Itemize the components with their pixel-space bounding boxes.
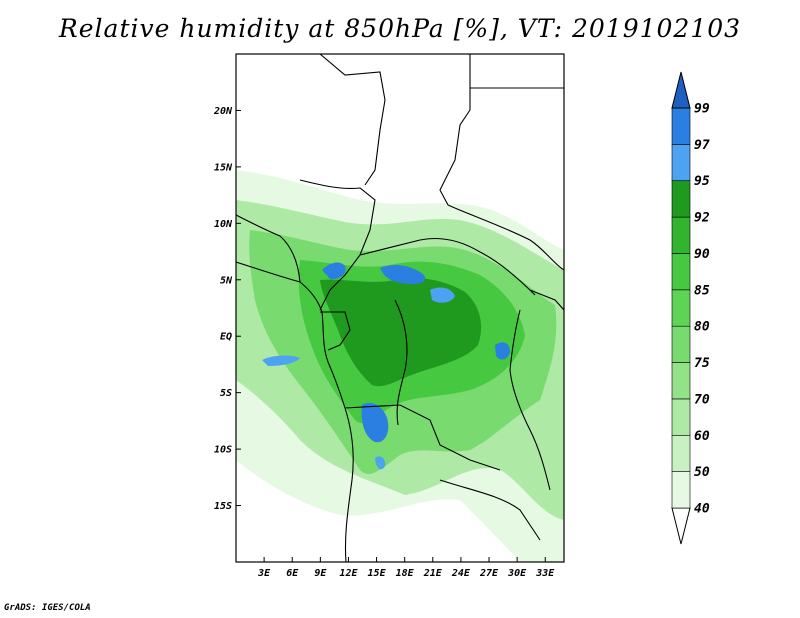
colorbar-level-label: 95 — [694, 174, 710, 189]
lon-tick-label: 6E — [286, 568, 299, 579]
lon-tick-label: 27E — [479, 568, 499, 579]
border-congo-drc — [394, 299, 408, 426]
humidity-field — [236, 54, 564, 562]
colorbar-level-label: 97 — [694, 138, 710, 153]
border-nigeria — [236, 214, 301, 283]
lat-tick-label: EQ — [220, 332, 232, 343]
lat-tick-label: 10S — [214, 445, 232, 456]
colorbar-segment — [671, 434, 691, 472]
rh-97-patch-west — [322, 262, 346, 280]
colorbar-segment — [671, 398, 691, 436]
colorbar-low-arrow — [671, 507, 691, 545]
colorbar-segment — [671, 362, 691, 400]
lon-tick-label: 15E — [368, 568, 387, 579]
lon-tick-label: 3E — [257, 568, 271, 579]
colorbar-level-label: 90 — [694, 247, 710, 262]
colorbar-level-label: 99 — [694, 102, 710, 117]
border-angola-drc — [344, 404, 501, 471]
rh-97-patch-south — [375, 456, 386, 470]
colorbar-segment — [671, 216, 691, 254]
border-north-2 — [439, 54, 471, 206]
lon-tick-label: 9E — [314, 568, 327, 579]
border-east-kenya — [529, 289, 564, 311]
colorbar-high-arrow — [671, 71, 691, 109]
border-sudan-south — [447, 204, 564, 271]
rh-97-patch-north — [380, 265, 426, 285]
lat-tick-label: 15S — [214, 501, 232, 512]
lon-tick-label: 21E — [423, 568, 443, 579]
colorbar-level-label: 50 — [694, 465, 710, 480]
colorbar-level-label: 85 — [694, 283, 710, 298]
lat-tick-label: 20N — [213, 106, 233, 117]
rh-97-patch-east — [430, 287, 455, 303]
latitude-axis: 20N 15N 10N 5N EQ 5S 10S 15S — [213, 106, 241, 512]
colorbar-level-label: 80 — [694, 320, 710, 335]
colorbar-level-label: 40 — [694, 502, 710, 517]
lon-tick-label: 30E — [507, 568, 527, 579]
colorbar-level-label: 75 — [694, 356, 710, 371]
border-zambia — [439, 479, 541, 541]
colorbar-segment — [671, 471, 691, 509]
map-frame — [235, 53, 565, 563]
longitude-axis: 3E 6E 9E 12E 15E 18E 21E 24E 27E 30E 33E — [257, 557, 555, 579]
lon-tick-label: 18E — [396, 568, 415, 579]
lat-tick-label: 15N — [214, 162, 233, 173]
lat-tick-label: 5S — [220, 388, 232, 399]
border-gabon — [320, 311, 351, 351]
colorbar-segment — [671, 144, 691, 182]
lat-tick-label: 5N — [220, 275, 233, 286]
map-title: Relative humidity at 850hPa [%], VT: 201… — [58, 14, 742, 43]
colorbar-segment — [671, 289, 691, 327]
grads-credit: GrADS: IGES/COLA — [4, 603, 91, 613]
rh-92-region — [320, 278, 482, 387]
lon-tick-label: 12E — [339, 568, 358, 579]
colorbar-level-label: 92 — [694, 211, 710, 226]
colorbar-segment — [671, 253, 691, 291]
colorbar-level-label: 60 — [694, 429, 710, 444]
border-cameroon — [299, 179, 376, 311]
border-car — [359, 237, 536, 296]
colorbar-level-label: 70 — [694, 392, 710, 407]
lon-tick-label: 24E — [451, 568, 471, 579]
lon-tick-label: 33E — [535, 568, 555, 579]
lat-tick-label: 10N — [214, 219, 233, 230]
colorbar-segment — [671, 107, 691, 145]
rh-97-patch-angola — [361, 402, 389, 443]
rh-97-patch-lakes — [495, 342, 510, 360]
border-north-1 — [319, 54, 386, 186]
country-borders — [236, 54, 564, 562]
border-east-rift — [509, 309, 551, 491]
rh-97-patch-gabon — [262, 355, 300, 366]
colorbar-segment — [671, 180, 691, 218]
colorbar-segment — [671, 325, 691, 363]
colorbar: 40 50 60 70 75 80 85 90 92 95 97 99 — [671, 71, 710, 545]
